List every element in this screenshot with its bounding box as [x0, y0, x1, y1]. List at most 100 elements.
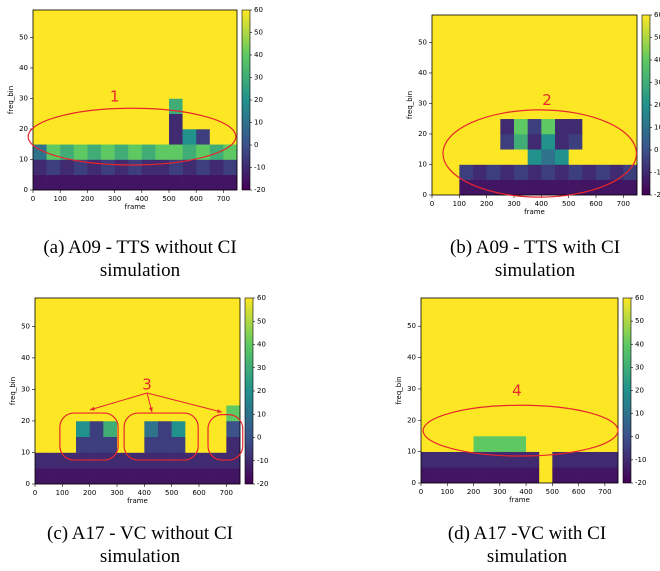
heatmap-cell [199, 373, 213, 390]
heatmap-cell [185, 452, 200, 469]
heatmap-cell [421, 326, 435, 343]
highlight-ellipse [442, 109, 638, 198]
heatmap-cell [565, 388, 579, 405]
heatmap-cell [555, 149, 569, 165]
heatmap-cell [223, 174, 238, 191]
heatmap-cell [48, 298, 63, 311]
heatmap-cell [182, 98, 197, 115]
colorbar-tick-label: 60 [635, 294, 644, 302]
colorbar-tick-label: 50 [654, 34, 660, 42]
heatmap-cell [486, 149, 501, 165]
heatmap-cell [87, 37, 102, 54]
heatmap-cell [565, 310, 579, 327]
heatmap-cell [623, 72, 638, 89]
heatmap-cell [591, 435, 606, 452]
heatmap-cell [434, 298, 448, 311]
colorbar [641, 14, 651, 196]
heatmap-cell [623, 149, 638, 165]
heatmap-cell [62, 310, 77, 327]
heatmap-cell [144, 342, 159, 359]
heatmap-cell [582, 57, 597, 74]
heatmap-cell [541, 164, 556, 181]
heatmap-cell [185, 326, 200, 343]
heatmap-cell [445, 179, 460, 196]
heatmap-cell [596, 42, 610, 59]
heatmap-cell [512, 388, 527, 405]
heatmap-cell [128, 144, 143, 160]
heatmap-cell [514, 179, 528, 196]
x-tick-label: 500 [546, 488, 559, 496]
heatmap-cell [604, 373, 619, 390]
heatmap-cell [87, 98, 102, 115]
heatmap-cell [604, 451, 619, 468]
heatmap-cell [555, 133, 569, 150]
heatmap-cell [434, 326, 448, 343]
heatmap-cell [432, 133, 446, 150]
heatmap-cell [226, 357, 241, 374]
heatmap-cell [541, 149, 556, 165]
heatmap-cell [459, 72, 474, 89]
heatmap-cell [226, 436, 241, 453]
colorbar-tick-label: 30 [254, 74, 263, 82]
heatmap-cell [101, 37, 115, 54]
colorbar-tick-label: 40 [254, 51, 263, 59]
heatmap-cell [89, 298, 104, 311]
heatmap-cell [473, 72, 487, 89]
heatmap-cell [459, 15, 474, 28]
heatmap-cell [514, 88, 528, 104]
heatmap-cell [62, 452, 77, 469]
highlight-box [207, 414, 244, 461]
heatmap-cell [62, 436, 77, 453]
heatmap-cell [486, 15, 501, 28]
heatmap-cell [89, 420, 104, 438]
heatmap-cell [460, 388, 474, 405]
heatmap-cell [199, 298, 213, 311]
heatmap-cell [582, 88, 597, 104]
heatmap-cell [541, 42, 556, 59]
heatmap-cell [514, 57, 528, 74]
heatmap-cell [199, 436, 213, 453]
heatmap-cell [473, 373, 487, 390]
heatmap-cell [155, 159, 170, 176]
heatmap-cell [114, 144, 129, 160]
heatmap-cell [114, 98, 129, 115]
heatmap-cell [35, 420, 49, 438]
heatmap-cell [185, 405, 200, 422]
heatmap-cell [541, 179, 556, 196]
heatmap-cell [130, 389, 145, 406]
heatmap-cell [514, 164, 528, 181]
heatmap-cell [33, 98, 47, 115]
colorbar-tick-label: 10 [254, 119, 263, 127]
heatmap-cell [500, 133, 515, 150]
heatmap-cell [60, 10, 75, 23]
heatmap-cell [460, 404, 474, 421]
heatmap-cell [555, 88, 569, 104]
heatmap-cell [169, 83, 183, 99]
heatmap-cell [48, 357, 63, 374]
heatmap-cell [223, 83, 238, 99]
heatmap-cell [155, 67, 170, 84]
heatmap-cell [48, 468, 63, 485]
heatmap-cell [182, 83, 197, 99]
heatmap-cell [158, 298, 172, 311]
heatmap-cell [171, 373, 186, 390]
heatmap-cell [432, 72, 446, 89]
heatmap-cell [87, 10, 102, 23]
heatmap-cell [591, 373, 606, 390]
heatmap-cell [185, 420, 200, 438]
heatmap-cell [212, 357, 227, 374]
heatmap-cell [73, 10, 88, 23]
heatmap-cell [103, 373, 118, 390]
heatmap-cell [500, 164, 515, 181]
heatmap-cell [432, 88, 446, 104]
heatmap-cell [473, 118, 487, 135]
colorbar-tick-label: -20 [257, 480, 268, 488]
colorbar-tick-label: -20 [654, 191, 660, 199]
heatmap-cell [158, 310, 172, 327]
heatmap-cell [526, 404, 540, 421]
heatmap-cell [582, 118, 597, 135]
heatmap-cell [591, 451, 606, 468]
y-tick-label: 40 [19, 64, 28, 72]
y-tick-label: 20 [21, 417, 30, 425]
x-tick-label: 600 [190, 195, 203, 203]
